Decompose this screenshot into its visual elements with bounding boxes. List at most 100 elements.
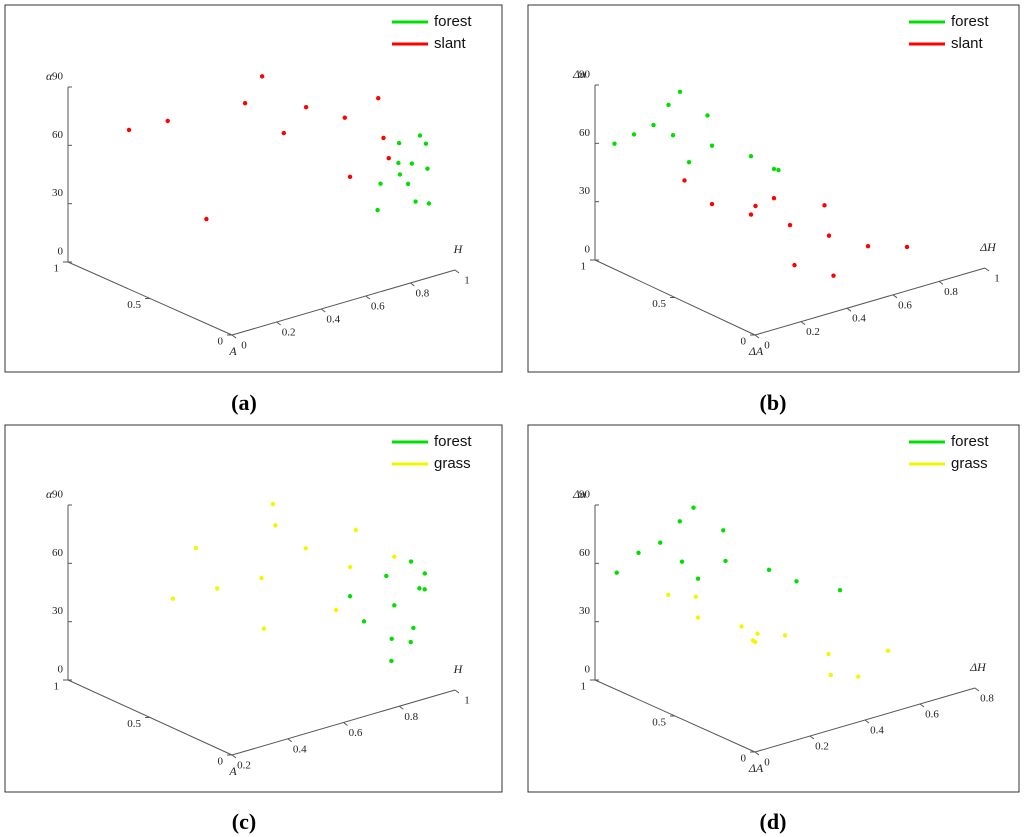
x-tick [454, 269, 460, 274]
x-tick [938, 280, 944, 285]
x-tick-label: 1 [464, 695, 470, 707]
panel-label: (a) [231, 390, 257, 415]
x-tick [320, 308, 326, 313]
z-tick-label: 30 [52, 605, 64, 617]
z-axis-title: Δα [572, 487, 587, 501]
z-tick-label: 60 [579, 127, 591, 139]
x-tick [892, 294, 898, 299]
z-axis-title: Δα [572, 67, 587, 81]
z-tick-label: 0 [585, 664, 591, 676]
y-tick-label: 0 [218, 756, 224, 768]
x-axis-title: H [453, 662, 464, 676]
point [721, 528, 726, 533]
x-tick [398, 705, 404, 710]
x-tick [919, 703, 925, 708]
x-tick-label: 0 [764, 757, 770, 769]
point [270, 501, 276, 507]
y-tick-label: 0.5 [127, 299, 141, 311]
y-tick-label: 0.5 [652, 717, 666, 729]
z-axis-title: α [46, 487, 53, 501]
point [831, 273, 836, 278]
x-axis-title: ΔH [969, 660, 987, 674]
x-tick [984, 267, 990, 272]
point [826, 651, 831, 657]
x-tick-label: 0.6 [349, 727, 363, 739]
y-axis-title: A [228, 764, 237, 778]
point [376, 96, 381, 101]
y-tick-label: 0 [741, 336, 747, 348]
point [686, 159, 692, 165]
point [792, 262, 797, 268]
point [828, 672, 833, 678]
point [409, 161, 415, 166]
point [396, 160, 401, 166]
legend-label: slant [434, 35, 467, 52]
x-tick [343, 722, 348, 726]
point [126, 127, 132, 133]
y-tick-label: 1 [54, 263, 60, 275]
x-tick-label: 0.2 [815, 741, 829, 753]
z-axis-title: α [46, 69, 53, 83]
x-tick-label: 0.8 [980, 693, 994, 705]
panel-label: (d) [760, 809, 787, 834]
legend-label: grass [951, 455, 988, 472]
x-tick-label: 0.8 [944, 286, 958, 298]
point [381, 135, 386, 141]
point [682, 178, 687, 183]
point [753, 203, 758, 209]
point [885, 648, 891, 653]
z-tick-label: 0 [58, 246, 64, 258]
point [612, 141, 617, 146]
z-tick-label: 60 [52, 547, 64, 559]
panel-frame [527, 4, 1020, 373]
x-tick-label: 0.2 [282, 327, 296, 339]
point [422, 571, 428, 576]
point [723, 558, 728, 564]
point [347, 174, 353, 180]
x-tick [454, 689, 460, 694]
x-tick [276, 321, 281, 326]
point [426, 201, 432, 206]
x-tick [754, 751, 760, 756]
point [677, 89, 683, 95]
y-axis-title: A [228, 344, 237, 358]
z-tick-label: 30 [579, 185, 591, 197]
z-tick-label: 90 [52, 489, 64, 501]
point [193, 545, 199, 551]
x-tick-label: 0.8 [404, 711, 418, 723]
point [408, 559, 414, 564]
x-tick-label: 0.4 [870, 725, 884, 737]
point [353, 527, 358, 533]
x-axis-title: H [453, 242, 464, 256]
point [389, 636, 394, 642]
point [826, 233, 832, 238]
x-axis-title: ΔH [979, 240, 997, 254]
point [392, 554, 397, 559]
x-tick-label: 1 [994, 273, 1000, 285]
x-tick-label: 0.2 [237, 760, 251, 772]
z-tick-label: 30 [579, 605, 591, 617]
point [658, 540, 663, 545]
x-tick [231, 334, 237, 339]
point [666, 102, 671, 108]
point [408, 639, 413, 645]
y-axis-title: ΔA [748, 344, 764, 358]
point [423, 141, 429, 146]
point [281, 130, 286, 136]
y-tick-label: 1 [54, 681, 60, 693]
legend-label: forest [951, 13, 989, 30]
point [242, 100, 248, 106]
point [204, 216, 209, 222]
x-tick [231, 754, 237, 759]
x-tick-label: 0 [241, 340, 247, 352]
point [347, 564, 353, 570]
point [904, 244, 910, 250]
point [631, 132, 637, 137]
point [695, 576, 701, 581]
point [670, 133, 676, 138]
point [378, 181, 383, 186]
x-tick-label: 0.4 [852, 313, 866, 325]
point [333, 607, 339, 613]
point [771, 166, 777, 172]
point [709, 201, 715, 207]
